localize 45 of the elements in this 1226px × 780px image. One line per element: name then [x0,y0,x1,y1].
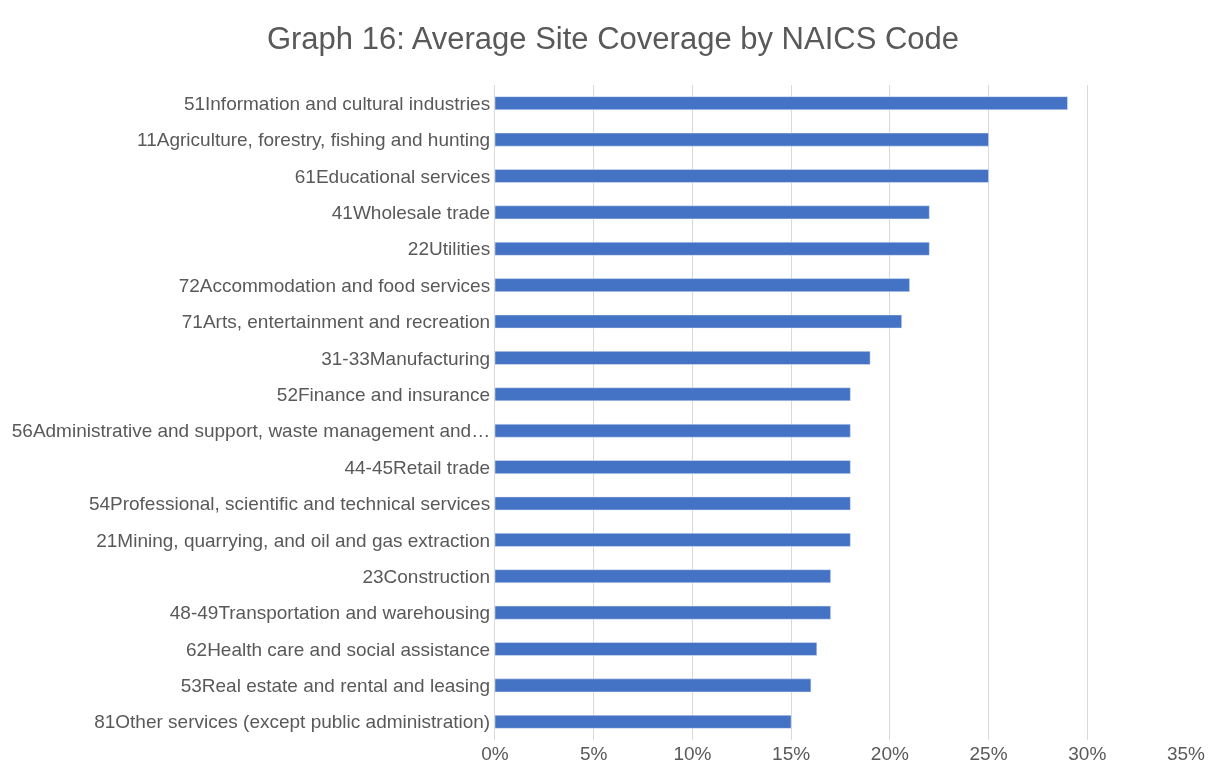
y-tick-label: 31-33Manufacturing [321,347,491,369]
y-tick-label: 21Mining, quarrying, and oil and gas extraction [96,529,491,551]
bar [495,678,812,693]
bar [495,205,930,220]
y-tick-label: 51Information and cultural industries [183,92,491,114]
x-tick-label: 25% [969,743,1008,764]
y-tick-label: 62Health care and social assistance [186,638,491,660]
bar [495,241,930,256]
y-tick-label: 81Other services (except public administration) [94,711,491,733]
bar [495,533,851,547]
y-tick-label: 11Agriculture, forestry, fishing and hunting [137,129,491,151]
bar [495,132,989,147]
y-tick-label: 23Construction [362,565,491,587]
x-tick-label: 5% [579,743,608,764]
x-tick-label: 10% [673,743,712,764]
y-tick-label: 48-49Transportation and warehousing [169,602,491,624]
bar [495,423,851,438]
x-tick-label: 35% [1166,743,1206,764]
y-tick-label: 53Real estate and rental and leasing [180,675,491,697]
y-tick-label: 56Administrative and support, waste management and… [11,420,491,442]
bar [495,642,818,656]
bar [495,278,910,292]
y-tick-label: 54Professional, scientific and technical services [88,493,491,515]
x-tick-label: 20% [870,743,909,764]
bar [495,314,902,329]
x-tick-label: 15% [772,743,811,764]
bar [495,96,1068,110]
bar [495,715,792,729]
x-tick-label: 30% [1068,743,1107,764]
bar [495,605,831,620]
y-tick-label: 61Educational services [294,165,491,187]
y-tick-label: 41Wholesale trade [331,202,491,224]
bar [495,351,871,365]
bar [495,387,851,402]
bar [495,569,831,584]
y-tick-label: 71Arts, entertainment and recreation [181,311,491,333]
bar [495,496,851,511]
chart-title: Graph 16: Average Site Coverage by NAICS Code [266,21,960,56]
y-tick-label: 72Accommodation and food services [178,274,491,296]
y-tick-label: 22Utilities [407,238,491,260]
bar [495,460,851,474]
y-tick-label: 44-45Retail trade [344,456,491,478]
bar [495,169,989,183]
x-tick-label: 0% [481,743,509,764]
y-tick-label: 52Finance and insurance [276,383,491,405]
